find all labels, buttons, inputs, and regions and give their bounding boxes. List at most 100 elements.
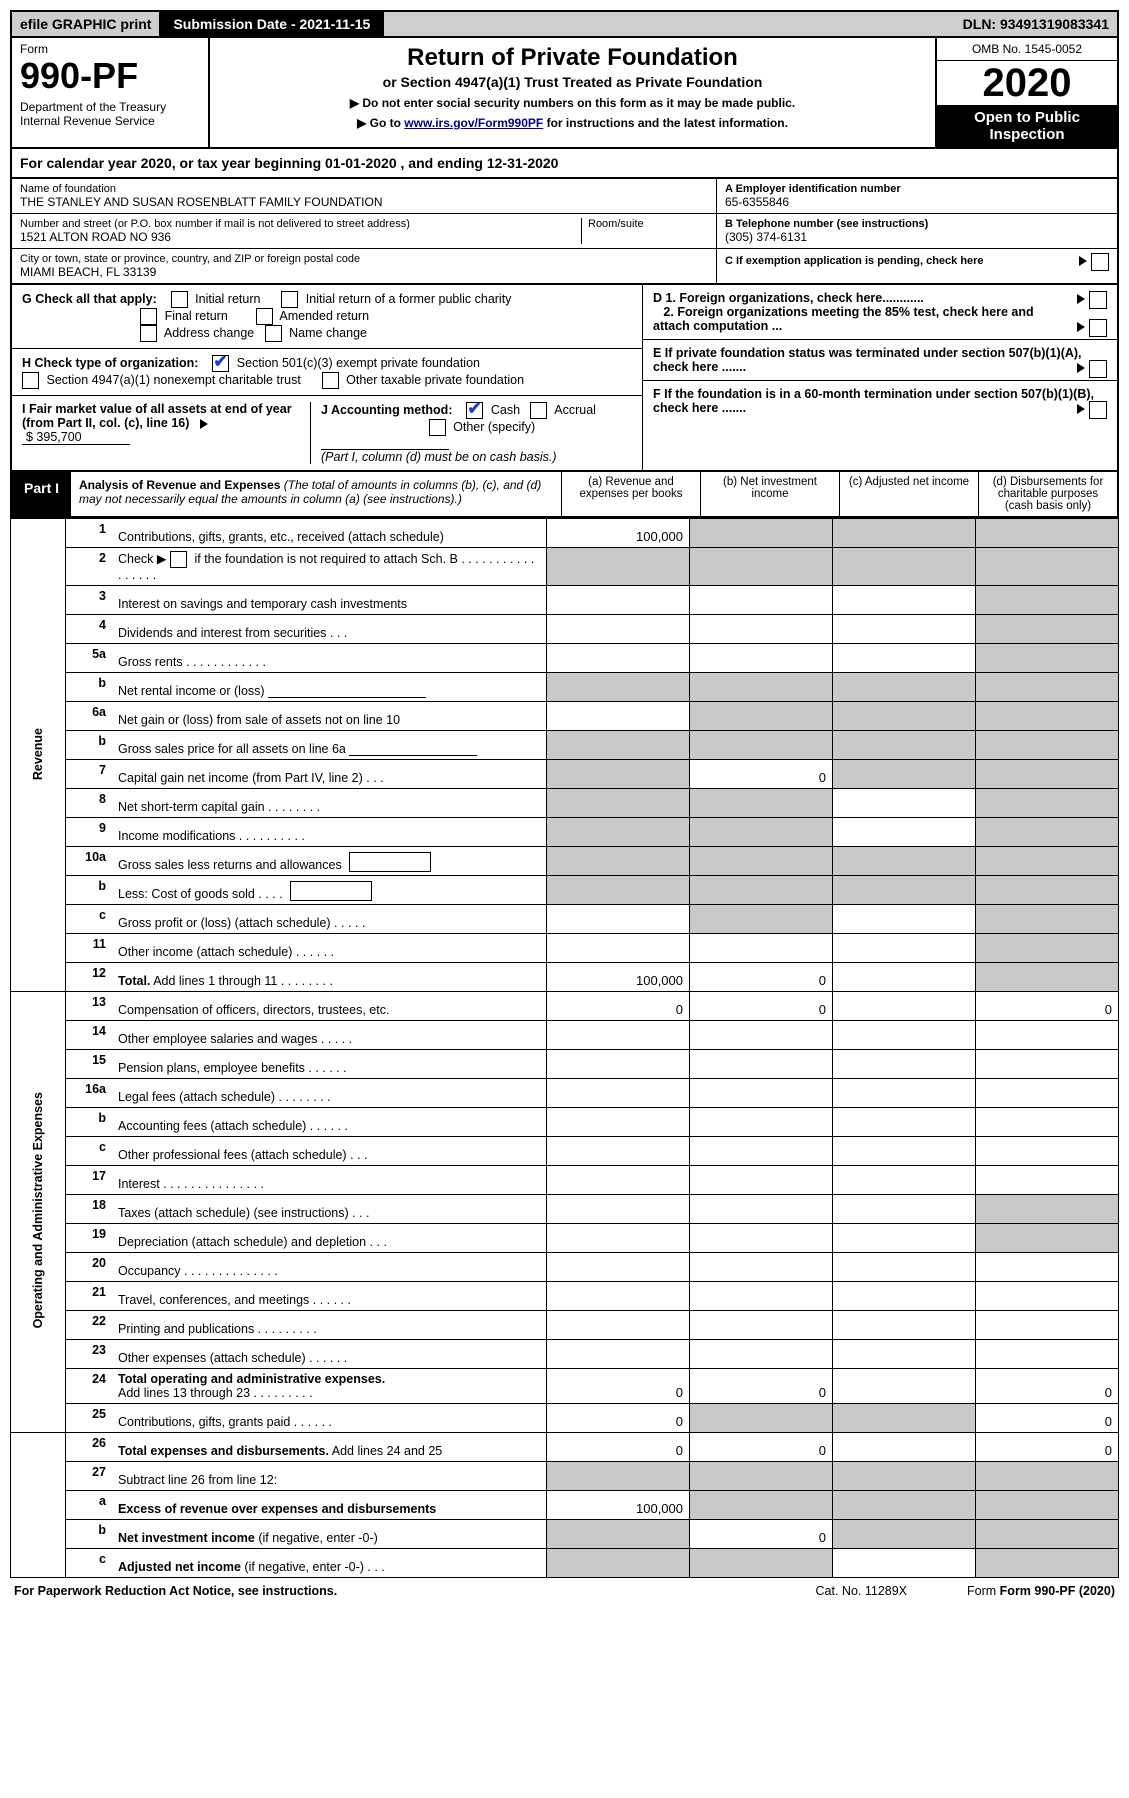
l1-a: 100,000 — [547, 519, 690, 548]
l6b-line — [349, 755, 477, 756]
h-other-label: Other taxable private foundation — [346, 373, 524, 387]
d1-cb[interactable] — [1089, 291, 1107, 309]
g-addr-cb[interactable] — [140, 325, 157, 342]
l25-d: 0 — [976, 1404, 1119, 1433]
efile-label: efile GRAPHIC print — [12, 12, 159, 36]
checks-block: G Check all that apply: Initial return I… — [10, 285, 1119, 472]
phone-label: B Telephone number (see instructions) — [725, 218, 1109, 230]
arrow-icon — [1077, 404, 1085, 414]
line-13: Compensation of officers, directors, tru… — [112, 992, 547, 1021]
l10a-box — [349, 852, 431, 872]
line-27a: Excess of revenue over expenses and disb… — [118, 1502, 436, 1516]
city-label: City or town, state or province, country… — [20, 253, 708, 265]
g-addr: Address change — [164, 326, 254, 340]
info-block: Name of foundation THE STANLEY AND SUSAN… — [10, 179, 1119, 285]
street-address: 1521 ALTON ROAD NO 936 — [20, 230, 581, 244]
submission-date: Submission Date - 2021-11-15 — [159, 12, 384, 36]
l12-a: 100,000 — [547, 963, 690, 992]
g-initial-cb[interactable] — [171, 291, 188, 308]
part-title: Analysis of Revenue and Expenses — [79, 478, 280, 492]
line-12-post: Add lines 1 through 11 . . . . . . . . — [150, 974, 333, 988]
line-7: Capital gain net income (from Part IV, l… — [112, 760, 547, 789]
line-6b: Gross sales price for all assets on line… — [118, 742, 346, 756]
h-other-cb[interactable] — [322, 372, 339, 389]
line-8: Net short-term capital gain . . . . . . … — [112, 789, 547, 818]
form-subtitle: or Section 4947(a)(1) Trust Treated as P… — [218, 74, 927, 90]
j-accrual: Accrual — [554, 403, 596, 417]
l24-a: 0 — [547, 1369, 690, 1404]
d2-label: 2. Foreign organizations meeting the 85%… — [653, 305, 1034, 333]
line-22: Printing and publications . . . . . . . … — [112, 1311, 547, 1340]
j-cash: Cash — [491, 403, 520, 417]
g-name: Name change — [289, 326, 367, 340]
form-number: 990-PF — [20, 58, 200, 94]
f-cb[interactable] — [1089, 401, 1107, 419]
g-initial-former-cb[interactable] — [281, 291, 298, 308]
i-label: I Fair market value of all assets at end… — [22, 402, 292, 430]
line-4: Dividends and interest from securities .… — [112, 615, 547, 644]
arrow-icon — [200, 419, 208, 429]
line-21: Travel, conferences, and meetings . . . … — [112, 1282, 547, 1311]
l10b-box — [290, 881, 372, 901]
line-10b: Less: Cost of goods sold . . . . — [118, 887, 283, 901]
col-d-head: (d) Disbursements for charitable purpose… — [978, 472, 1117, 516]
arrow-icon — [1077, 322, 1085, 332]
form-header: Form 990-PF Department of the Treasury I… — [10, 38, 1119, 149]
l5b-line — [268, 697, 426, 698]
d2-cb[interactable] — [1089, 319, 1107, 337]
col-b-head: (b) Net investment income — [700, 472, 839, 516]
line-27c-pre: Adjusted net income — [118, 1560, 241, 1574]
omb-no: OMB No. 1545-0052 — [937, 38, 1117, 61]
j-note: (Part I, column (d) must be on cash basi… — [321, 450, 557, 464]
arrow-icon — [1077, 363, 1085, 373]
city-state-zip: MIAMI BEACH, FL 33139 — [20, 265, 708, 279]
g-initial: Initial return — [195, 292, 260, 306]
h-4947-cb[interactable] — [22, 372, 39, 389]
ein-label: A Employer identification number — [725, 183, 1109, 195]
line-26-pre: Total expenses and disbursements. — [118, 1444, 329, 1458]
j-other-cb[interactable] — [429, 419, 446, 436]
calendar-year-row: For calendar year 2020, or tax year begi… — [10, 149, 1119, 179]
j-accrual-cb[interactable] — [530, 402, 547, 419]
fmv-value: $ 395,700 — [22, 430, 130, 445]
form-label: Form — [20, 42, 200, 56]
line-6a: Net gain or (loss) from sale of assets n… — [112, 702, 547, 731]
l13-a: 0 — [547, 992, 690, 1021]
j-cash-cb[interactable] — [466, 402, 483, 419]
c-checkbox[interactable] — [1091, 253, 1109, 271]
h-501c3-cb[interactable] — [212, 355, 229, 372]
l27a-a: 100,000 — [547, 1491, 690, 1520]
l2-cb[interactable] — [170, 551, 187, 568]
c-label: C If exemption application is pending, c… — [725, 255, 984, 267]
instr-link[interactable]: www.irs.gov/Form990PF — [404, 116, 543, 130]
f-label: F If the foundation is in a 60-month ter… — [653, 387, 1094, 415]
open-public: Open to Public Inspection — [937, 105, 1117, 147]
line-25: Contributions, gifts, grants paid . . . … — [112, 1404, 547, 1433]
e-cb[interactable] — [1089, 360, 1107, 378]
line-10c: Gross profit or (loss) (attach schedule)… — [112, 905, 547, 934]
line-18: Taxes (attach schedule) (see instruction… — [112, 1195, 547, 1224]
line-16a: Legal fees (attach schedule) . . . . . .… — [112, 1079, 547, 1108]
j-label: J Accounting method: — [321, 403, 452, 417]
g-amended-cb[interactable] — [256, 308, 273, 325]
line-11: Other income (attach schedule) . . . . .… — [112, 934, 547, 963]
expenses-section-label: Operating and Administrative Expenses — [11, 992, 66, 1433]
line-5a: Gross rents . . . . . . . . . . . . — [112, 644, 547, 673]
l24-d: 0 — [976, 1369, 1119, 1404]
h-row: H Check type of organization: Section 50… — [12, 349, 642, 396]
d1-label: D 1. Foreign organizations, check here..… — [653, 291, 924, 305]
g-initial-former: Initial return of a former public charit… — [306, 292, 512, 306]
line-23: Other expenses (attach schedule) . . . .… — [112, 1340, 547, 1369]
line-19: Depreciation (attach schedule) and deple… — [112, 1224, 547, 1253]
footer-cat-no: Cat. No. 11289X — [816, 1584, 908, 1598]
g-name-cb[interactable] — [265, 325, 282, 342]
g-final-cb[interactable] — [140, 308, 157, 325]
phone-value: (305) 374-6131 — [725, 230, 1109, 244]
instr-2-pre: ▶ Go to — [357, 116, 404, 130]
line-9: Income modifications . . . . . . . . . . — [112, 818, 547, 847]
l27b-b: 0 — [690, 1520, 833, 1549]
part-label: Part I — [12, 472, 71, 516]
l26-a: 0 — [547, 1433, 690, 1462]
room-label: Room/suite — [588, 218, 708, 230]
line-17: Interest . . . . . . . . . . . . . . . — [112, 1166, 547, 1195]
